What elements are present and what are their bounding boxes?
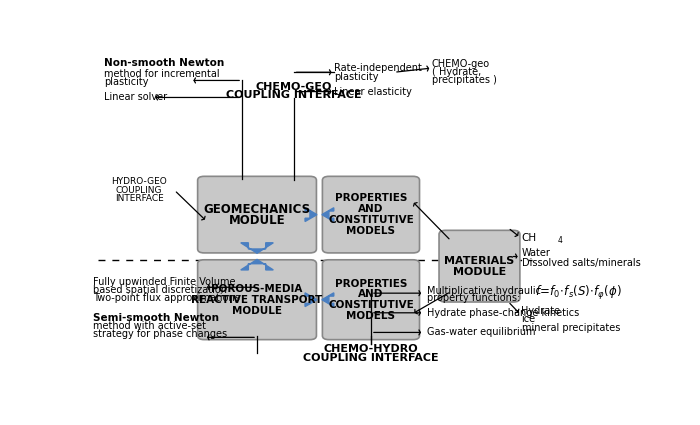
Text: plasticity: plasticity: [335, 72, 379, 82]
Text: MODULE: MODULE: [229, 213, 286, 227]
Text: strategy for phase changes: strategy for phase changes: [93, 329, 227, 339]
Text: Gas-water equilibrium: Gas-water equilibrium: [426, 327, 535, 337]
Text: Water: Water: [522, 248, 550, 258]
Text: GEOMECHANICS: GEOMECHANICS: [204, 203, 311, 216]
FancyArrow shape: [322, 208, 334, 221]
Text: CHEMO-HYDRO: CHEMO-HYDRO: [323, 344, 419, 354]
FancyBboxPatch shape: [323, 260, 419, 340]
Text: CHEMO-GEO: CHEMO-GEO: [256, 82, 332, 92]
Text: Hydrate: Hydrate: [522, 306, 561, 316]
Text: method with active-set: method with active-set: [93, 321, 206, 331]
Text: mineral precipitates: mineral precipitates: [522, 323, 620, 332]
Text: PROPERTIES: PROPERTIES: [335, 278, 407, 289]
Text: MATERIALS: MATERIALS: [444, 256, 514, 266]
Text: $f\!=\!f_0\!\cdot\!f_s(S)\!\cdot\!f_\varphi(\phi)$: $f\!=\!f_0\!\cdot\!f_s(S)\!\cdot\!f_\var…: [535, 283, 622, 301]
Text: Linear solver: Linear solver: [104, 93, 167, 102]
Text: Linear elasticity: Linear elasticity: [335, 87, 412, 96]
Text: Two-point flux approximations: Two-point flux approximations: [93, 293, 240, 303]
Text: Semi-smooth Newton: Semi-smooth Newton: [93, 313, 219, 323]
Text: REACTIVE TRANSPORT: REACTIVE TRANSPORT: [191, 295, 323, 305]
FancyBboxPatch shape: [439, 230, 520, 302]
FancyBboxPatch shape: [197, 260, 316, 340]
FancyArrow shape: [241, 259, 273, 270]
FancyArrow shape: [305, 293, 317, 306]
Text: COUPLING INTERFACE: COUPLING INTERFACE: [226, 90, 361, 100]
Text: INTERFACE: INTERFACE: [115, 194, 163, 203]
Text: MODELS: MODELS: [346, 311, 395, 321]
Text: CHEMO-geo: CHEMO-geo: [432, 59, 490, 69]
Text: COUPLING: COUPLING: [116, 186, 162, 195]
Text: precipitates ): precipitates ): [432, 75, 497, 85]
Text: AND: AND: [358, 289, 384, 299]
Text: AND: AND: [358, 204, 384, 214]
Text: Hydrate phase-change kinetics: Hydrate phase-change kinetics: [426, 308, 579, 318]
Text: MODULE: MODULE: [232, 306, 282, 315]
FancyArrow shape: [305, 208, 317, 221]
Text: PROPERTIES: PROPERTIES: [335, 193, 407, 204]
Text: Dissolved salts/minerals: Dissolved salts/minerals: [522, 258, 640, 268]
Text: plasticity: plasticity: [104, 77, 148, 88]
Text: POROUS-MEDIA: POROUS-MEDIA: [211, 284, 302, 294]
Text: CH: CH: [522, 232, 537, 243]
FancyBboxPatch shape: [197, 176, 316, 253]
Text: based spatial discretization: based spatial discretization: [93, 285, 227, 295]
FancyBboxPatch shape: [323, 176, 419, 253]
Text: CONSTITUTIVE: CONSTITUTIVE: [328, 215, 414, 225]
Text: CONSTITUTIVE: CONSTITUTIVE: [328, 300, 414, 310]
Text: Fully upwinded Finite Volume: Fully upwinded Finite Volume: [93, 277, 235, 287]
Text: Multiplicative hydraulic: Multiplicative hydraulic: [426, 286, 540, 295]
Text: ice: ice: [522, 314, 536, 324]
Text: 4: 4: [558, 236, 563, 245]
Text: MODELS: MODELS: [346, 226, 395, 236]
Text: Rate-independent: Rate-independent: [335, 63, 422, 74]
Text: ( Hydrate,: ( Hydrate,: [432, 67, 481, 77]
FancyArrow shape: [241, 243, 273, 253]
Text: Non-smooth Newton: Non-smooth Newton: [104, 58, 224, 68]
Text: method for incremental: method for incremental: [104, 69, 219, 79]
FancyArrow shape: [322, 293, 334, 306]
Text: COUPLING INTERFACE: COUPLING INTERFACE: [303, 353, 439, 363]
Text: MODULE: MODULE: [453, 266, 506, 277]
Text: property functions:: property functions:: [426, 293, 520, 303]
Text: HYDRO-GEO: HYDRO-GEO: [111, 177, 167, 187]
